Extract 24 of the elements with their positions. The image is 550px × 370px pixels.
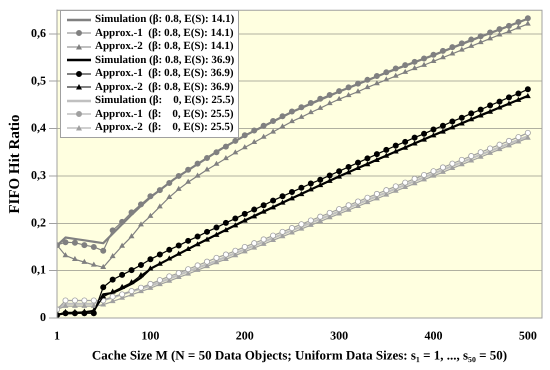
y-tick-label: 0,2	[31, 215, 46, 230]
x-tick-label: 1	[54, 328, 60, 342]
x-tick-label: 500	[518, 328, 537, 342]
x-axis-title: Cache Size M (N = 50 Data Objects; Uniform Data Sizes: s₁ = 1, ..., s₅₀ = 50)	[92, 348, 508, 363]
legend-label: Approx.-1 (β: 0.8, E(S): 14.1)	[95, 26, 234, 40]
y-tick-label: 0,3	[31, 168, 46, 182]
x-tick-label: 200	[236, 328, 254, 342]
y-tick-label: 0	[40, 310, 46, 324]
legend-label: Simulation (β: 0.8, E(S): 36.9)	[95, 54, 234, 67]
legend-label: Approx.-1 (β: 0.8, E(S): 36.9)	[95, 67, 234, 80]
y-tick-label: 0,1	[31, 262, 46, 277]
x-tick-label: 400	[424, 328, 442, 342]
x-tick-label: 100	[141, 328, 160, 342]
legend-label: Simulation (β: 0, E(S): 25.5)	[95, 94, 234, 108]
y-tick-label: 0,5	[31, 73, 46, 88]
y-tick-label: 0,6	[31, 26, 46, 40]
legend-label: Approx.-2 (β: 0, E(S): 25.5)	[95, 121, 234, 134]
legend-label: Approx.-1 (β: 0, E(S): 25.5)	[95, 108, 234, 121]
y-tick-label: 0,4	[31, 120, 46, 135]
legend-label: Simulation (β: 0.8, E(S): 14.1)	[95, 13, 234, 26]
legend-label: Approx.-2 (β: 0.8, E(S): 14.1)	[95, 40, 234, 54]
y-axis-title: FIFO Hit Ratio	[6, 114, 23, 214]
x-tick-label: 300	[330, 328, 348, 342]
legend-label: Approx.-2 (β: 0.8, E(S): 36.9)	[95, 80, 234, 94]
